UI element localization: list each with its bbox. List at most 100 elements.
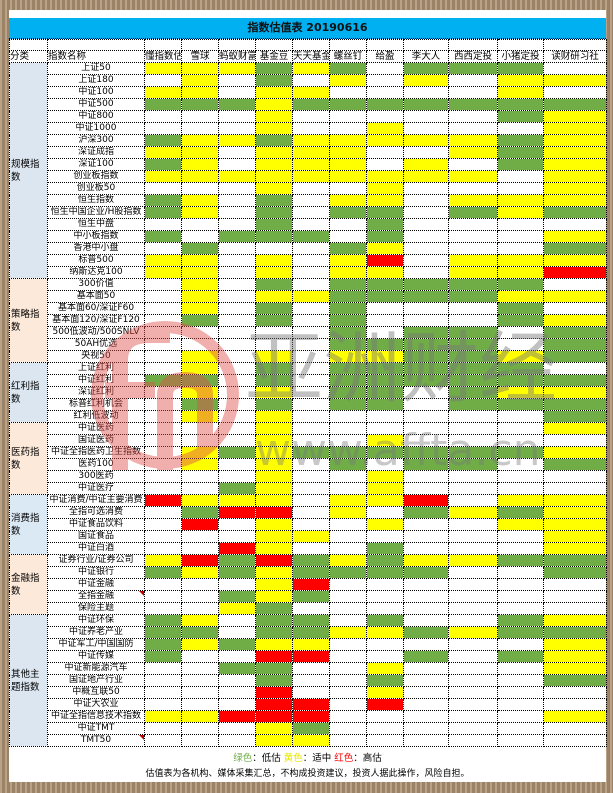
valuation-cell-none (497, 686, 544, 699)
table-row: 中证食品饮料 (10, 518, 607, 531)
valuation-cell-none (448, 122, 498, 135)
valuation-cell-none (144, 542, 182, 555)
category-cell: 规模指数 (9, 62, 48, 279)
valuation-cell-low (181, 506, 219, 519)
column-header: 基金豆 (255, 50, 293, 63)
valuation-cell-none (497, 326, 544, 339)
valuation-cell-none (497, 470, 544, 483)
valuation-cell-mid (366, 494, 404, 507)
valuation-cell-high (255, 554, 293, 567)
valuation-cell-low (543, 410, 607, 423)
index-name: 中证全指医药卫生指数 (47, 446, 145, 459)
valuation-cell-low (366, 98, 404, 111)
valuation-cell-low (255, 674, 293, 687)
valuation-cell-none (366, 74, 404, 87)
valuation-cell-mid (181, 206, 219, 219)
valuation-cell-low (403, 626, 449, 639)
valuation-cell-low (366, 362, 404, 375)
valuation-cell-none (144, 734, 182, 747)
valuation-cell-mid (218, 602, 256, 615)
comment-marker-icon[interactable] (139, 735, 144, 740)
valuation-cell-mid (366, 434, 404, 447)
index-name: 中证800 (47, 110, 145, 123)
valuation-cell-none (329, 674, 367, 687)
index-name-text: 保险主题 (77, 603, 114, 614)
valuation-cell-low (329, 446, 367, 459)
valuation-cell-none (144, 290, 182, 303)
valuation-cell-mid (255, 86, 293, 99)
valuation-cell-mid (366, 242, 404, 255)
valuation-cell-none (144, 698, 182, 711)
index-name: 证券行业/证券公司 (47, 554, 145, 567)
valuation-cell-mid (144, 146, 182, 159)
valuation-cell-mid (292, 158, 330, 171)
valuation-cell-low (329, 278, 367, 291)
table-row: 国证医药 (10, 434, 607, 447)
valuation-cell-mid (366, 194, 404, 207)
valuation-cell-none (181, 218, 219, 231)
valuation-cell-none (329, 638, 367, 651)
valuation-cell-none (292, 434, 330, 447)
valuation-cell-low (403, 506, 449, 519)
comment-marker-icon[interactable] (139, 591, 144, 596)
valuation-cell-low (497, 374, 544, 387)
valuation-cell-mid (181, 194, 219, 207)
valuation-cell-mid (255, 122, 293, 135)
valuation-cell-none (329, 470, 367, 483)
valuation-cell-low (366, 398, 404, 411)
index-name: 中概互联50 (47, 686, 145, 699)
valuation-cell-none (366, 710, 404, 723)
index-name-text: 国证医药 (77, 435, 114, 446)
valuation-cell-none (329, 230, 367, 243)
valuation-cell-none (543, 590, 607, 603)
valuation-cell-none (448, 110, 498, 123)
valuation-cell-low (448, 350, 498, 363)
valuation-cell-low (144, 626, 182, 639)
valuation-cell-low (181, 374, 219, 387)
index-name: 中证大农业 (47, 698, 145, 711)
valuation-cell-mid (292, 62, 330, 75)
valuation-cell-mid (255, 590, 293, 603)
valuation-cell-mid (366, 470, 404, 483)
table-row: 基本面120/深证F120 (10, 314, 607, 327)
column-header: 雪球 (181, 50, 219, 63)
valuation-cell-low (329, 206, 367, 219)
column-header: 李大人 (403, 50, 449, 63)
valuation-cell-none (366, 86, 404, 99)
index-name-text: 中证全指医药卫生指数 (50, 447, 141, 458)
valuation-cell-mid (329, 350, 367, 363)
table-row: 恒生指数 (10, 194, 607, 207)
valuation-cell-none (448, 182, 498, 195)
valuation-cell-none (497, 482, 544, 495)
index-name-text: 300医药 (78, 471, 114, 482)
valuation-cell-mid (292, 170, 330, 183)
valuation-cell-low (543, 326, 607, 339)
valuation-cell-none (292, 662, 330, 675)
valuation-cell-none (144, 578, 182, 591)
valuation-cell-none (292, 338, 330, 351)
valuation-cell-none (144, 518, 182, 531)
valuation-cell-none (292, 386, 330, 399)
valuation-cell-low (497, 614, 544, 627)
valuation-cell-mid (329, 146, 367, 159)
valuation-cell-low (329, 314, 367, 327)
valuation-cell-none (329, 482, 367, 495)
valuation-cell-none (366, 410, 404, 423)
valuation-cell-low (543, 458, 607, 471)
valuation-cell-none (403, 686, 449, 699)
valuation-cell-none (144, 302, 182, 315)
valuation-cell-none (543, 686, 607, 699)
valuation-cell-none (218, 614, 256, 627)
spacer-cell (218, 39, 256, 51)
valuation-cell-low (366, 230, 404, 243)
valuation-cell-none (181, 530, 219, 543)
valuation-cell-mid (403, 74, 449, 87)
valuation-cell-none (329, 422, 367, 435)
valuation-cell-mid (181, 146, 219, 159)
valuation-cell-mid (366, 182, 404, 195)
valuation-cell-none (329, 542, 367, 555)
valuation-cell-mid (329, 506, 367, 519)
index-name-text: 证券行业/证券公司 (58, 555, 134, 566)
valuation-cell-none (292, 302, 330, 315)
valuation-cell-none (497, 422, 544, 435)
